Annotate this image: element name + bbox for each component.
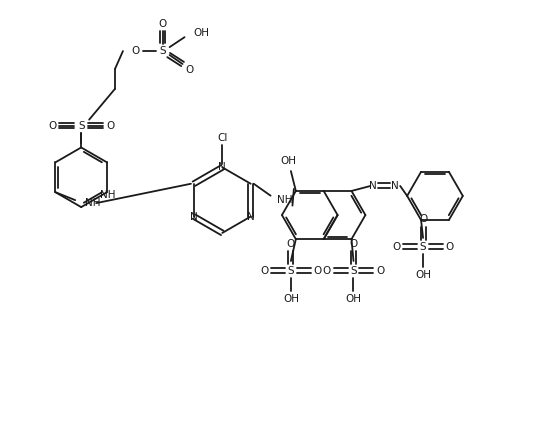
Text: O: O bbox=[419, 214, 427, 224]
Text: OH: OH bbox=[283, 294, 299, 304]
Text: N: N bbox=[247, 211, 255, 222]
Text: N: N bbox=[391, 181, 399, 191]
Text: NH: NH bbox=[100, 190, 116, 200]
Text: S: S bbox=[420, 242, 426, 252]
Text: N: N bbox=[190, 211, 198, 222]
Text: O: O bbox=[287, 239, 295, 249]
Text: O: O bbox=[159, 19, 167, 29]
Text: Cl: Cl bbox=[217, 133, 227, 142]
Text: N: N bbox=[219, 162, 226, 172]
Text: N: N bbox=[370, 181, 377, 191]
Text: O: O bbox=[376, 266, 384, 276]
Text: OH: OH bbox=[346, 294, 361, 304]
Text: O: O bbox=[132, 46, 140, 56]
Text: OH: OH bbox=[193, 28, 209, 38]
Text: OH: OH bbox=[280, 156, 296, 166]
Text: O: O bbox=[392, 242, 401, 252]
Text: O: O bbox=[106, 121, 114, 131]
Text: OH: OH bbox=[415, 270, 431, 279]
Text: S: S bbox=[159, 46, 166, 56]
Text: O: O bbox=[323, 266, 331, 276]
Text: O: O bbox=[260, 266, 268, 276]
Text: O: O bbox=[349, 239, 358, 249]
Text: O: O bbox=[446, 242, 454, 252]
Text: O: O bbox=[49, 121, 57, 131]
Text: S: S bbox=[288, 266, 294, 276]
Text: S: S bbox=[78, 121, 84, 131]
Text: O: O bbox=[313, 266, 322, 276]
Text: O: O bbox=[185, 65, 193, 75]
Text: S: S bbox=[350, 266, 357, 276]
Text: NH: NH bbox=[276, 194, 292, 205]
Text: NH: NH bbox=[85, 198, 101, 208]
